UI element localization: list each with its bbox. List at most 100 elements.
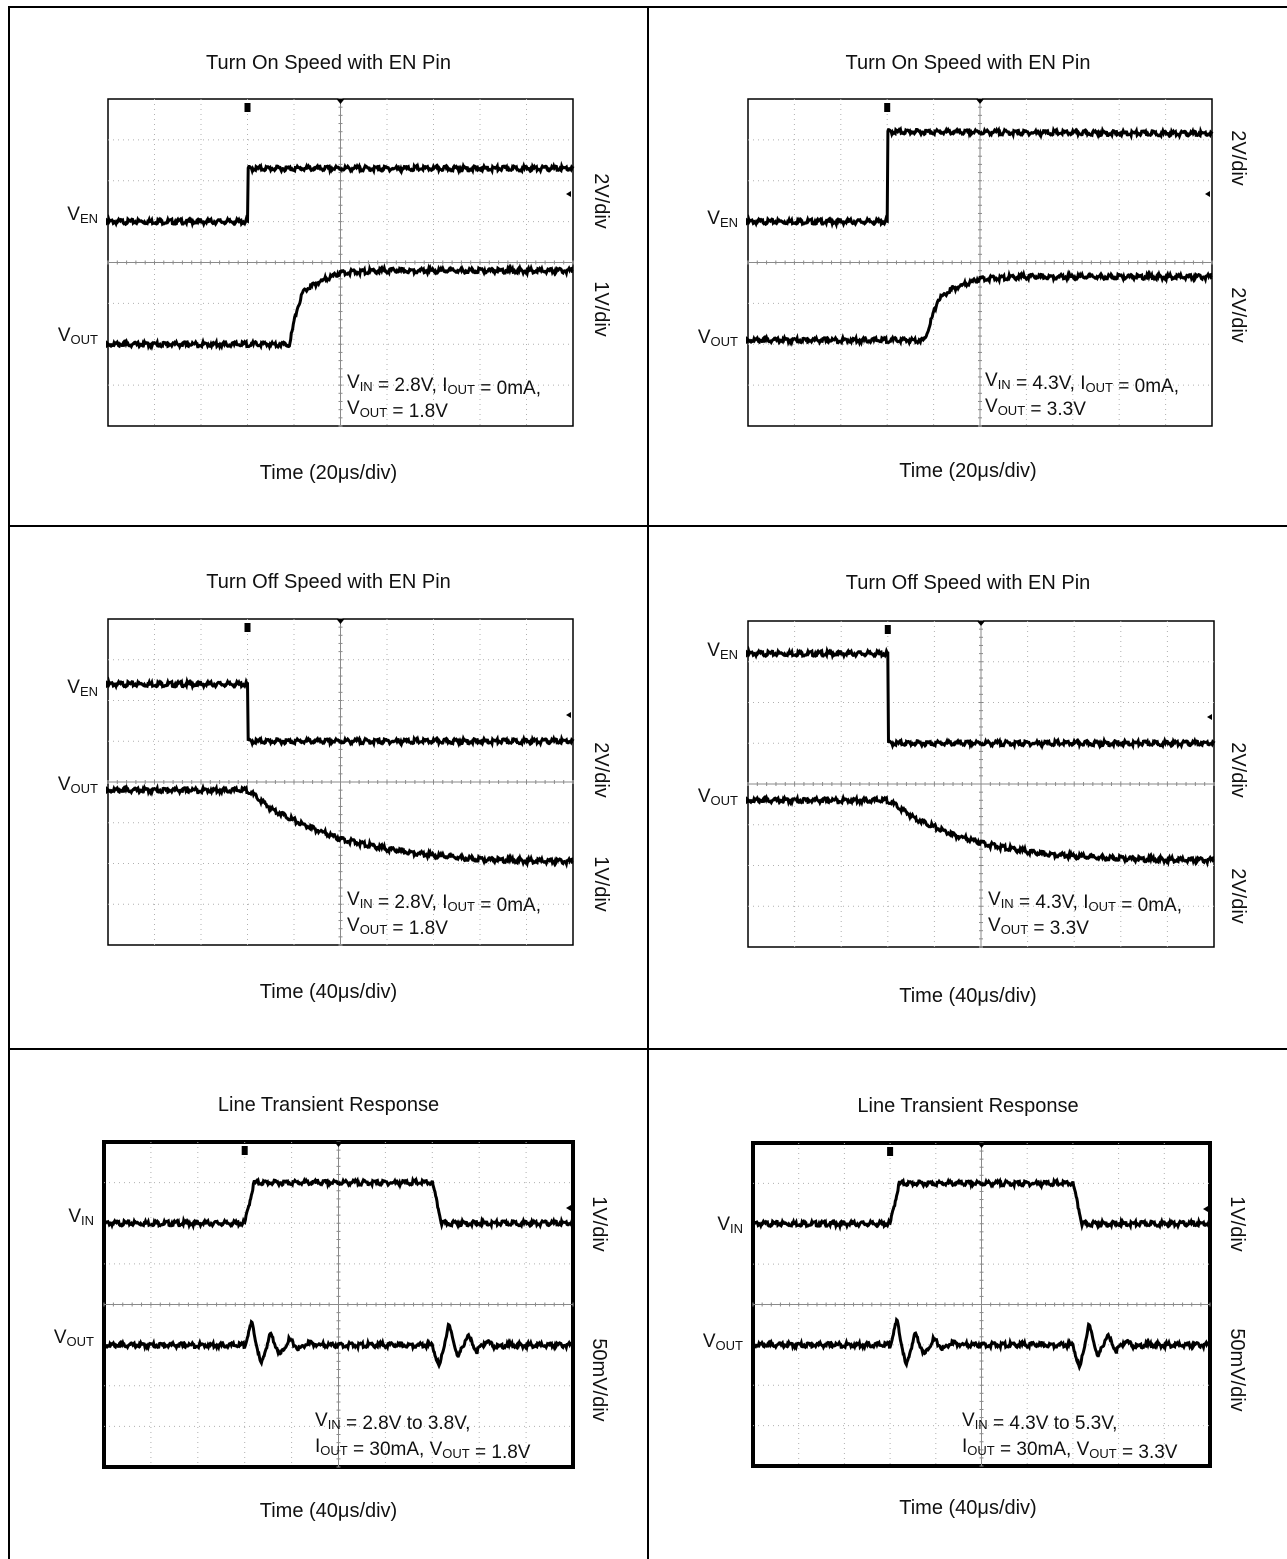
trigger-level-marker-icon [1203, 1206, 1208, 1212]
trigger-marker-icon [884, 103, 891, 112]
cell-title: Turn On Speed with EN Pin [206, 52, 451, 74]
conditions-text: VIN = 4.3V, IOUT = 0mA, [988, 889, 1182, 916]
grid-divider-row-1 [8, 525, 1287, 527]
conditions-subscript: IN [1001, 896, 1014, 911]
channel-label-sub: OUT [716, 1338, 744, 1353]
channel-ground-marker-icon [102, 1341, 107, 1350]
trigger-level-marker-icon [1207, 714, 1212, 720]
channel-label-main: V [698, 786, 711, 807]
conditions-text: VIN = 4.3V to 5.3V, [962, 1410, 1117, 1434]
conditions-run: V [988, 889, 1001, 910]
channel-label-sub: OUT [71, 781, 99, 796]
conditions-run: = 1.8V [387, 401, 448, 422]
channel-label-sub: OUT [67, 1334, 95, 1349]
waveform-trace [106, 675, 575, 749]
channel-label-sub: IN [81, 1213, 94, 1228]
conditions-run: V [347, 915, 360, 936]
scale-label: 1V/div [590, 856, 612, 912]
trigger-marker-icon [884, 625, 891, 634]
conditions-run: V [962, 1410, 975, 1431]
conditions-run: V [985, 396, 998, 417]
channel-label-sub: EN [80, 211, 98, 226]
channel-label: VEN [707, 208, 738, 230]
channel-label-sub: OUT [711, 334, 739, 349]
cell-turn-on-1v8: Turn On Speed with EN Pin VEN VOUT 2V/div 1… [10, 8, 647, 525]
channel-label-main: V [698, 327, 711, 348]
conditions-run: V [347, 372, 360, 393]
scale-label: 2V/div [1227, 287, 1249, 343]
trigger-level-marker-icon [566, 712, 571, 718]
trigger-marker-icon [244, 103, 251, 112]
cell-turn-off-3v3: Turn Off Speed with EN Pin VEN VOUT 2V/div… [649, 527, 1287, 1048]
trigger-marker-icon [244, 623, 251, 632]
channel-label: VIN [68, 1206, 94, 1228]
waveform-trace [102, 1318, 574, 1370]
conditions-run: = 1.8V [470, 1442, 531, 1463]
conditions-text: IOUT = 30mA, VOUT = 3.3V [962, 1436, 1178, 1463]
conditions-subscript: IN [975, 1417, 988, 1432]
channel-label: VOUT [58, 774, 98, 796]
time-axis-label: Time (40μs/div) [899, 985, 1037, 1007]
time-axis-label: Time (20μs/div) [259, 462, 398, 484]
channel-label-sub: IN [730, 1221, 743, 1236]
cell-title: Turn Off Speed with EN Pin [845, 572, 1091, 594]
conditions-run: = 2.8V to 3.8V, [341, 1413, 471, 1434]
channel-ground-marker-icon [106, 786, 111, 795]
conditions-text: VIN = 4.3V, IOUT = 0mA, [985, 370, 1179, 397]
conditions-run: = 0mA, [475, 895, 541, 916]
channel-ground-marker-icon [746, 336, 751, 345]
center-marker-icon [336, 619, 345, 624]
conditions-run: = 4.3V, I [1014, 892, 1089, 913]
conditions-subscript: OUT [448, 382, 476, 397]
grid-divider-row-2 [8, 1048, 1287, 1050]
conditions-text: VIN = 2.8V, IOUT = 0mA, [347, 889, 541, 916]
channel-label: VOUT [703, 1331, 743, 1353]
conditions-subscript: IN [360, 379, 373, 394]
conditions-subscript: OUT [360, 922, 388, 937]
conditions-run: = 1.8V [387, 918, 448, 939]
channel-label: VEN [67, 677, 98, 699]
channel-label-sub: EN [80, 684, 98, 699]
conditions-run: V [347, 889, 360, 910]
channel-ground-marker-icon [746, 796, 751, 805]
channel-ground-marker-icon [751, 1219, 756, 1228]
trigger-marker-icon [887, 1147, 894, 1156]
conditions-text: VOUT = 3.3V [985, 396, 1086, 420]
channel-label: VOUT [54, 1327, 94, 1349]
trigger-level-marker-icon [566, 191, 571, 197]
conditions-subscript: IN [328, 1417, 341, 1432]
conditions-run: V [985, 370, 998, 391]
channel-ground-marker-icon [106, 340, 111, 349]
scale-label: 2V/div [590, 173, 612, 229]
cell-title: Turn On Speed with EN Pin [845, 52, 1091, 74]
conditions-text: VOUT = 1.8V [347, 915, 448, 939]
scale-label: 50mV/div [1226, 1328, 1248, 1411]
channel-label-main: V [67, 204, 80, 225]
channel-label: VOUT [698, 786, 738, 808]
conditions-text: VOUT = 3.3V [988, 915, 1089, 939]
channel-ground-marker-icon [751, 1340, 756, 1349]
channel-label-main: V [67, 677, 80, 698]
conditions-run: I [962, 1436, 967, 1457]
conditions-run: V [988, 915, 1001, 936]
conditions-subscript: OUT [442, 1446, 470, 1461]
waveform-trace [746, 269, 1213, 348]
channel-label: VEN [67, 204, 98, 226]
cell-line-transient-1v8: Line Transient Response VIN VOUT 1V/div 50m… [10, 1050, 647, 1559]
conditions-run: V [315, 1410, 328, 1431]
channel-label: VIN [717, 1214, 743, 1236]
cell-title: Line Transient Response [857, 1095, 1079, 1117]
channel-label-sub: OUT [711, 793, 739, 808]
conditions-text: VIN = 2.8V, IOUT = 0mA, [347, 372, 541, 399]
conditions-run: = 0mA, [1116, 895, 1182, 916]
center-marker-icon [976, 99, 984, 104]
conditions-run: = 3.3V [1025, 399, 1086, 420]
time-axis-label: Time (40μs/div) [899, 1497, 1037, 1519]
center-marker-icon [977, 1143, 986, 1148]
conditions-text: IOUT = 30mA, VOUT = 1.8V [315, 1436, 531, 1463]
cell-line-transient-3v3: Line Transient Response VIN VOUT 1V/div 50m… [649, 1050, 1287, 1559]
trigger-level-marker-icon [1205, 191, 1210, 197]
